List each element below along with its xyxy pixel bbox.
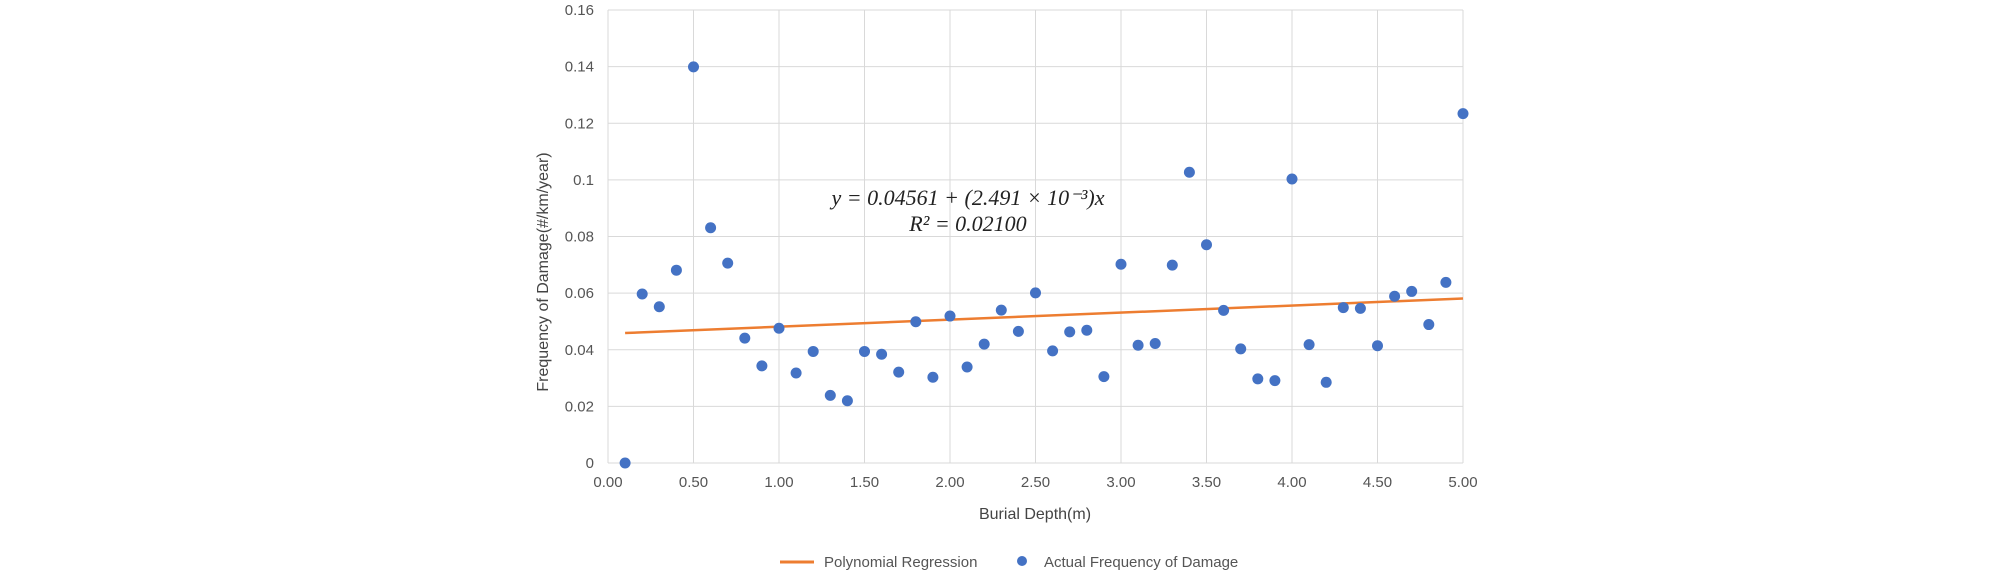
y-tick-label: 0.14 <box>565 59 594 76</box>
regression-line-layer <box>625 297 1464 335</box>
data-point <box>773 322 785 334</box>
data-point <box>790 367 802 379</box>
data-point <box>1081 324 1093 336</box>
data-point <box>1132 339 1144 351</box>
y-tick-label: 0.02 <box>565 398 594 415</box>
data-points-layer <box>619 61 1469 469</box>
data-point <box>1201 239 1212 251</box>
y-tick-label: 0.06 <box>565 285 594 302</box>
y-axis-title: Frequency of Damage(#/km/year) <box>535 152 552 391</box>
y-tick-label: 0.1 <box>573 172 594 189</box>
data-point <box>1286 173 1298 185</box>
y-tick-label: 0.12 <box>565 115 594 132</box>
data-point <box>944 310 956 322</box>
legend-label-regression: Polynomial Regression <box>824 554 977 571</box>
x-tick-label: 3.00 <box>1106 474 1135 491</box>
data-point <box>1166 259 1178 271</box>
data-point <box>1149 338 1161 350</box>
y-tick-label: 0.16 <box>565 2 594 19</box>
x-axis-title: Burial Depth(m) <box>979 506 1091 523</box>
x-tick-label: 3.50 <box>1192 474 1221 491</box>
data-point <box>1098 371 1110 383</box>
data-point <box>1423 319 1435 331</box>
data-point <box>1440 276 1452 288</box>
axes: 0.00 0.50 1.00 1.50 2.00 2.50 3.00 3.50 4.00 4.50… <box>565 2 1478 491</box>
data-point <box>1030 287 1041 299</box>
data-point <box>1269 375 1281 387</box>
regression-equation: y = 0.04561 + (2.491 × 10⁻³)x <box>830 185 1105 210</box>
data-point <box>1389 290 1401 302</box>
data-point <box>636 288 648 300</box>
data-point <box>705 222 717 234</box>
data-point <box>961 361 973 373</box>
data-point <box>1354 302 1366 314</box>
data-point <box>619 457 631 469</box>
grid <box>607 9 1464 464</box>
r-squared-label: R² = 0.02100 <box>908 211 1026 236</box>
y-tick-label: 0.08 <box>565 229 594 246</box>
data-point <box>1183 166 1195 178</box>
data-point <box>1235 343 1247 355</box>
data-point <box>688 61 699 73</box>
y-tick-label: 0 <box>586 455 594 472</box>
legend: Polynomial Regression Actual Frequency o… <box>780 554 1238 571</box>
data-point <box>1457 108 1469 120</box>
data-point <box>1218 304 1230 316</box>
x-tick-label: 0.00 <box>593 474 622 491</box>
data-point <box>876 348 888 360</box>
data-point <box>978 338 990 350</box>
data-point <box>841 395 853 407</box>
legend-swatch-actual <box>1017 556 1027 566</box>
data-point <box>1320 376 1332 388</box>
x-tick-label: 5.00 <box>1448 474 1477 491</box>
data-point <box>722 257 734 269</box>
data-point <box>1115 258 1127 270</box>
x-tick-label: 1.50 <box>850 474 879 491</box>
data-point <box>807 345 819 357</box>
x-tick-label: 2.00 <box>935 474 964 491</box>
data-point <box>1337 302 1349 314</box>
x-tick-label: 0.50 <box>679 474 708 491</box>
data-point <box>1406 285 1418 297</box>
data-point <box>1252 373 1264 385</box>
x-tick-label: 2.50 <box>1021 474 1050 491</box>
x-tick-label: 4.50 <box>1363 474 1392 491</box>
data-point <box>1012 325 1024 337</box>
data-point <box>824 389 836 401</box>
data-point <box>995 304 1007 316</box>
data-point <box>756 360 768 372</box>
data-point <box>893 366 905 378</box>
data-point <box>1064 326 1076 338</box>
legend-label-actual: Actual Frequency of Damage <box>1044 554 1238 571</box>
data-point <box>910 316 922 328</box>
regression-line <box>625 297 1464 335</box>
data-point <box>1047 345 1059 357</box>
data-point <box>739 332 751 344</box>
x-tick-label: 1.00 <box>764 474 793 491</box>
data-point <box>927 371 939 383</box>
data-point <box>1372 340 1383 352</box>
y-tick-label: 0.04 <box>565 342 594 359</box>
data-point <box>859 345 870 357</box>
data-point <box>1303 339 1315 351</box>
data-point <box>653 301 665 313</box>
x-tick-label: 4.00 <box>1277 474 1306 491</box>
data-point <box>670 264 682 276</box>
